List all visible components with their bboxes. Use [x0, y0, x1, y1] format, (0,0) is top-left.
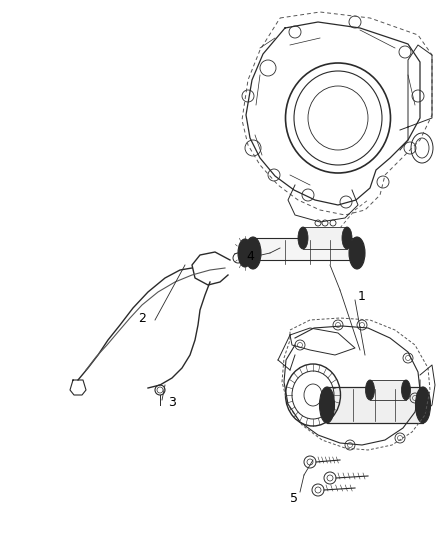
Bar	[370, 380, 406, 400]
Ellipse shape	[245, 237, 261, 269]
Ellipse shape	[402, 380, 410, 400]
Ellipse shape	[319, 387, 335, 423]
Text: 5: 5	[290, 491, 298, 505]
Bar	[303, 227, 347, 249]
Bar	[327, 387, 423, 423]
Ellipse shape	[298, 227, 308, 249]
Ellipse shape	[349, 237, 365, 269]
Text: 2: 2	[138, 311, 146, 325]
Text: 3: 3	[168, 397, 176, 409]
Text: 4: 4	[246, 251, 254, 263]
Ellipse shape	[416, 387, 431, 423]
Bar	[253, 238, 357, 260]
Ellipse shape	[365, 380, 374, 400]
Ellipse shape	[342, 227, 352, 249]
Ellipse shape	[238, 239, 252, 267]
Text: 1: 1	[358, 290, 366, 303]
